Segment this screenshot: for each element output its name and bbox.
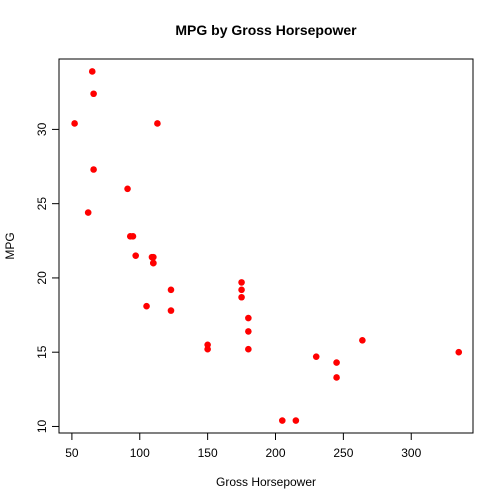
- data-point: [333, 359, 340, 366]
- data-point: [129, 233, 137, 240]
- data-point: [84, 209, 92, 216]
- y-axis: 10 15 20 25 30: [35, 122, 60, 433]
- data-point: [71, 120, 78, 127]
- data-point: [238, 293, 245, 301]
- x-tick-label: 100: [130, 446, 150, 460]
- x-tick-label: 250: [333, 446, 353, 460]
- data-point: [90, 166, 97, 173]
- x-axis-label: Gross Horsepower: [216, 475, 316, 489]
- data-point: [167, 307, 175, 314]
- data-point: [455, 348, 463, 356]
- data-point: [132, 252, 139, 259]
- data-point: [278, 417, 286, 424]
- y-axis-label: MPG: [3, 232, 17, 259]
- data-point: [204, 345, 211, 353]
- x-tick-label: 150: [198, 446, 218, 460]
- data-point: [245, 314, 252, 322]
- x-axis: 50 100 150 200 250 300: [65, 432, 422, 460]
- x-tick-label: 50: [65, 446, 79, 460]
- data-points: [71, 68, 463, 424]
- y-tick-label: 30: [35, 122, 49, 136]
- y-tick-label: 10: [35, 419, 49, 433]
- chart-title: MPG by Gross Horsepower: [175, 22, 357, 38]
- y-tick-label: 20: [35, 271, 49, 285]
- x-tick-label: 200: [265, 446, 285, 460]
- data-point: [238, 286, 245, 294]
- data-point: [148, 253, 156, 261]
- data-point: [167, 286, 175, 294]
- y-tick-label: 25: [35, 197, 49, 211]
- data-point: [88, 68, 96, 75]
- data-point: [359, 337, 366, 344]
- data-point: [312, 353, 320, 360]
- y-tick-label: 15: [35, 345, 49, 359]
- data-point: [150, 259, 157, 267]
- data-point: [333, 374, 340, 381]
- data-point: [238, 279, 245, 286]
- data-point: [143, 302, 150, 310]
- data-point: [124, 185, 131, 193]
- data-point: [292, 417, 300, 424]
- data-point: [245, 328, 252, 335]
- x-tick-label: 300: [401, 446, 421, 460]
- data-point: [90, 90, 97, 98]
- data-point: [245, 345, 252, 353]
- data-point: [154, 120, 161, 127]
